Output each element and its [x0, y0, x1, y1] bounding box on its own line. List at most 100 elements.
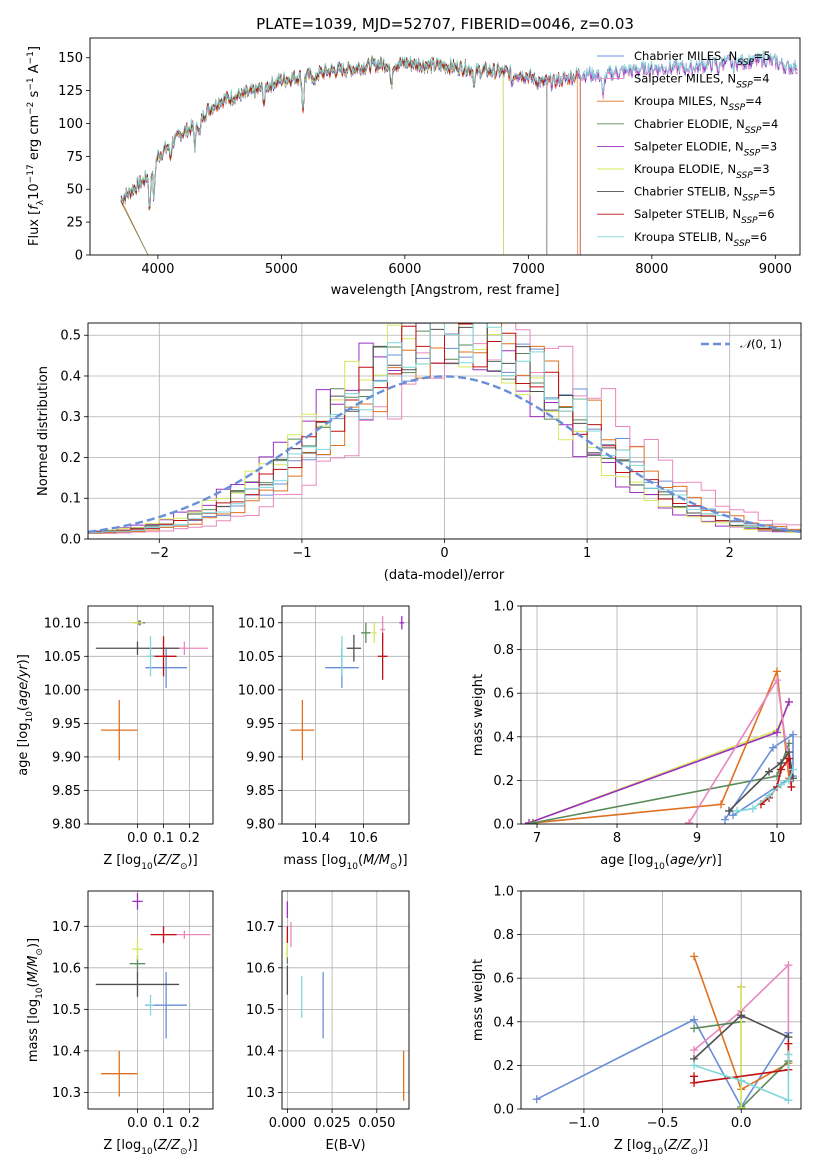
y-tick-label: 0.5	[60, 329, 81, 344]
x-tick-label: 5000	[265, 262, 298, 277]
y-tick-label: 10.10	[44, 616, 81, 631]
y-tick-label: 9.90	[52, 750, 81, 765]
y-tick-label: 0	[75, 249, 83, 264]
axes-frame	[520, 605, 802, 825]
y-axis-label: mass weight	[471, 959, 486, 1041]
y-tick-label: 0.4	[493, 730, 514, 745]
axes-age-vs-Z: 0.0 0.1 0.2 9.80 9.85 9.90 9.95 10.00 10.05 10.10…	[16, 605, 214, 872]
legend-entry: Salpeter ELODIE, NSSP=3	[634, 139, 777, 158]
weight-marker	[765, 767, 773, 776]
weight-marker	[729, 811, 737, 820]
y-tick-label: 10.6	[246, 961, 275, 976]
weight-marker	[690, 952, 699, 961]
y-axis-label: Normed distribution	[36, 366, 51, 496]
y-tick-label: 75	[66, 150, 83, 165]
weight-marker	[733, 806, 741, 815]
x-tick-label: 10.6	[349, 831, 378, 846]
legend-entry: Chabrier MILES, NSSP=5	[634, 49, 771, 68]
x-tick-label: 10	[769, 831, 786, 846]
legend: Chabrier MILES, NSSP=5 Salpeter MILES, NS…	[597, 49, 778, 249]
weight-marker	[773, 667, 781, 676]
x-tick-label: −0.5	[647, 1116, 679, 1131]
legend-entry: Chabrier STELIB, NSSP=5	[634, 185, 776, 204]
y-tick-label: 0.2	[493, 774, 514, 789]
axes-age-vs-mass: 10.4 10.6 9.80 9.85 9.90 9.95 10.00 10.05 10.10 m…	[238, 605, 410, 872]
legend-entry: Salpeter STELIB, NSSP=6	[634, 207, 775, 226]
plot-area-spectrum	[120, 50, 798, 255]
y-tick-label: 0.2	[493, 1059, 514, 1074]
y-tick-label: 10.00	[44, 683, 81, 698]
y-tick-label: 1.0	[493, 885, 514, 900]
y-tick-label: 10.6	[52, 961, 81, 976]
y-tick-label: 9.85	[246, 784, 275, 799]
x-tick-label: 6000	[388, 262, 421, 277]
x-tick-label: 9	[693, 831, 701, 846]
x-tick-label: 8	[613, 831, 621, 846]
weight-marker	[785, 697, 793, 706]
weight-marker	[690, 1024, 699, 1033]
y-axis-label: age [log10(age/yr)]	[16, 654, 35, 776]
x-axis-label: Z [log10(Z/Z⊙)]	[614, 1138, 708, 1157]
plot-area-age-vs-mass	[290, 616, 405, 761]
axes-spectrum: 4000 5000 6000 7000 8000 9000 0 25 50 75 100 125 150…	[26, 37, 801, 298]
y-tick-label: 10.10	[238, 616, 275, 631]
weight-marker	[749, 804, 757, 813]
y-tick-label: 10.3	[246, 1086, 275, 1101]
y-tick-label: 10.05	[44, 650, 81, 665]
y-axis-label: mass [log10(M/M⊙)]	[26, 938, 45, 1062]
plot-area-residuals	[88, 323, 801, 539]
weight-line	[536, 1018, 790, 1109]
axes-frame	[87, 322, 802, 540]
y-tick-label: 0.4	[60, 369, 81, 384]
x-tick-label: 10.4	[301, 831, 330, 846]
y-tick-label: 9.80	[52, 818, 81, 833]
x-axis-label: (data-model)/error	[384, 568, 505, 583]
weight-marker	[725, 806, 733, 815]
x-axis-label: E(B-V)	[325, 1138, 365, 1153]
x-tick-label: 0.0	[127, 1116, 148, 1131]
weight-marker	[721, 815, 729, 824]
y-tick-label: 0.0	[493, 818, 514, 833]
y-tick-label: 150	[58, 51, 83, 66]
y-tick-label: 9.80	[246, 818, 275, 833]
axes-frame	[87, 890, 214, 1110]
x-tick-label: 0	[440, 546, 448, 561]
weight-marker	[529, 818, 537, 824]
y-tick-label: 0.6	[493, 972, 514, 987]
plot-area-weight-vs-Z	[532, 952, 793, 1109]
weight-marker	[787, 782, 796, 791]
y-axis-label: Flux [fλ10−17 erg cm−2 s−1 A−1]	[26, 46, 46, 246]
x-axis-label: age [log10(age/yr)]	[600, 853, 722, 872]
y-tick-label: 9.90	[246, 750, 275, 765]
y-tick-label: 0.8	[493, 643, 514, 658]
x-tick-label: 7000	[512, 262, 545, 277]
weight-marker	[773, 728, 781, 737]
y-tick-label: 0.1	[60, 492, 81, 507]
x-axis-label: Z [log10(Z/Z⊙)]	[103, 853, 197, 872]
legend-entry: Kroupa ELODIE, NSSP=3	[634, 162, 770, 181]
weight-line	[693, 963, 790, 1055]
y-tick-label: 1.0	[493, 600, 514, 615]
x-tick-label: 0.025	[313, 1116, 350, 1131]
axes-frame	[87, 605, 214, 825]
weight-marker	[784, 1096, 793, 1105]
x-tick-label: 8000	[635, 262, 668, 277]
y-tick-label: 0.3	[60, 410, 81, 425]
y-tick-label: 100	[58, 117, 83, 132]
plots-container: 4000 5000 6000 7000 8000 90000255075100125150…	[16, 37, 802, 1157]
weight-marker	[785, 754, 793, 763]
axes-frame	[89, 37, 801, 256]
x-tick-label: 0.0	[731, 1116, 752, 1131]
x-tick-label: 7	[533, 831, 541, 846]
axes-mass-vs-EBV: 0.000 0.025 0.050 10.3 10.4 10.5 10.6 10.7 E(B-V…	[246, 890, 410, 1153]
x-tick-label: 0.1	[153, 1116, 174, 1131]
weight-marker	[737, 982, 746, 991]
x-tick-label: 0.050	[358, 1116, 395, 1131]
weight-marker	[690, 1078, 699, 1087]
x-tick-label: −2	[150, 546, 169, 561]
y-tick-label: 0.8	[493, 928, 514, 943]
weight-marker	[773, 676, 781, 685]
y-tick-label: 9.85	[52, 784, 81, 799]
weight-marker	[690, 1061, 699, 1070]
